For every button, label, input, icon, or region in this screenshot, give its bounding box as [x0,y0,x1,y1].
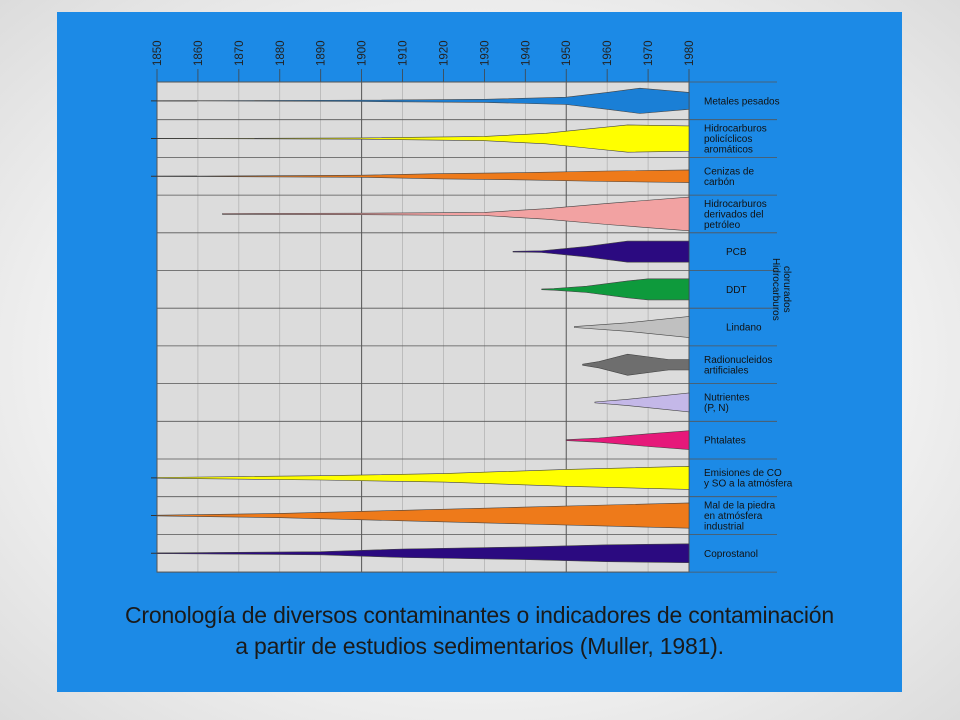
category-label: petróleo [704,220,741,231]
series-shape-11 [156,465,690,490]
year-tick-label: 1930 [479,40,491,66]
caption-line-1: Cronología de diversos contaminantes o i… [125,602,834,628]
category-label: en atmósfera [704,511,763,522]
year-tick-label: 1870 [234,40,246,66]
year-tick-label: 1970 [643,40,655,66]
chronology-chart: 1850 1860 1870 1880 1890 1900 1910 1920 1930 1940… [151,40,793,573]
category-label: Hidrocarburos [704,124,767,135]
category-label: Coprostanol [704,549,758,560]
category-label: Nutrientes [704,393,750,404]
category-label: Lindano [726,323,762,334]
series-shape-4 [222,196,690,232]
year-tick-label: 1900 [357,40,369,66]
group-label-chlorinated: clorurados [781,266,792,313]
category-label: PCB [726,247,747,258]
chart-caption: Cronología de diversos contaminantes o i… [57,600,902,662]
series-shape-5 [512,240,690,263]
category-label: derivados del [704,209,763,220]
year-tick-label: 1920 [438,40,450,66]
category-label: artificiales [704,366,748,377]
year-tick-label: 1860 [193,40,205,66]
year-tick-label: 1880 [275,40,287,66]
series-shape-1 [156,87,690,114]
category-label: Emisiones de CO [704,468,782,479]
category-label: Mal de la piedra [704,501,776,512]
year-tick-label: 1910 [398,40,410,66]
series-shape-6 [541,278,690,301]
series-shape-9 [594,392,690,413]
category-label: Cenizas de [704,167,754,178]
chart-label-layer: 1850 1860 1870 1880 1890 1900 1910 1920 1930 1940… [152,40,793,559]
caption-line-2: a partir de estudios sedimentarios (Mull… [235,633,724,659]
year-tick-label: 1890 [316,40,328,66]
category-label: y SO a la atmósfera [704,479,793,490]
category-label: industrial [704,522,744,533]
slide-panel: 1850 1860 1870 1880 1890 1900 1910 1920 1930 1940… [57,12,902,692]
year-tick-label: 1950 [561,40,573,66]
series-shape-2 [156,124,690,153]
category-label: Hidrocarburos [704,199,767,210]
category-label: Phtalates [704,436,746,447]
chart-series-layer [151,87,690,564]
series-shape-8 [582,353,690,376]
series-shape-13 [156,543,690,564]
category-label: aromáticos [704,145,753,156]
series-shape-3 [156,169,690,183]
group-label-chlorinated: Hidrocarburos [770,258,781,321]
series-shape-12 [156,502,690,529]
category-label: carbón [704,177,735,188]
year-tick-label: 1940 [520,40,532,66]
series-shape-10 [565,430,690,450]
category-label: Radionucleidos [704,355,772,366]
category-label: Metales pesados [704,96,780,107]
year-tick-label: 1960 [602,40,614,66]
year-tick-label: 1850 [152,40,164,66]
category-label: policíclicos [704,134,752,145]
year-tick-label: 1980 [684,40,696,66]
series-shape-7 [574,316,690,338]
category-label: DDT [726,285,747,296]
category-label: (P, N) [704,403,729,414]
